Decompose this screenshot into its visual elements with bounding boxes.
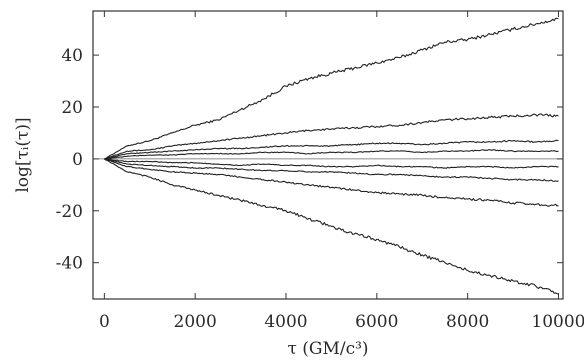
- y-tick-label: 0: [72, 150, 83, 170]
- y-tick-label: 40: [61, 46, 83, 66]
- series-group: [104, 17, 559, 295]
- y-tick-label: 20: [61, 98, 83, 118]
- series-line-8: [104, 158, 559, 295]
- x-tick-label: 10000: [531, 312, 584, 332]
- x-tick-label: 4000: [264, 312, 307, 332]
- series-line-1: [104, 17, 559, 160]
- series-line-5: [104, 158, 559, 169]
- plot-frame: [92, 10, 564, 300]
- series-line-7: [104, 158, 559, 207]
- series-line-3: [104, 139, 559, 160]
- y-tick-label: -40: [56, 254, 83, 274]
- series-line-2: [104, 113, 559, 160]
- series-line-6: [104, 158, 559, 182]
- x-tick-label: 2000: [174, 312, 217, 332]
- x-tick-label: 8000: [446, 312, 489, 332]
- x-tick-label: 0: [99, 312, 110, 332]
- series-line-4: [104, 149, 559, 160]
- y-tick-label: -20: [56, 202, 83, 222]
- y-axis-label: log[τᵢ(τ)]: [13, 117, 33, 192]
- tick-group: 0 2000 4000 6000 8000 10000 -40 -20 0 20 40: [56, 11, 584, 332]
- x-axis-label: τ (GM/c³): [287, 339, 368, 359]
- x-tick-label: 6000: [355, 312, 398, 332]
